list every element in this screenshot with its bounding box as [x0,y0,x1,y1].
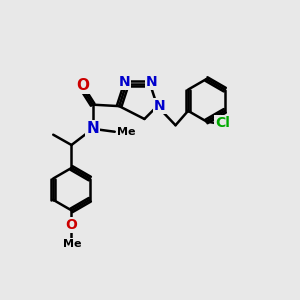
Text: N: N [154,99,165,113]
Text: N: N [146,75,157,89]
Text: N: N [86,121,99,136]
Text: Me: Me [117,127,135,137]
Text: O: O [76,78,89,93]
Text: Cl: Cl [215,116,230,130]
Text: N: N [118,75,130,89]
Text: Me: Me [63,239,81,249]
Text: O: O [65,218,77,232]
